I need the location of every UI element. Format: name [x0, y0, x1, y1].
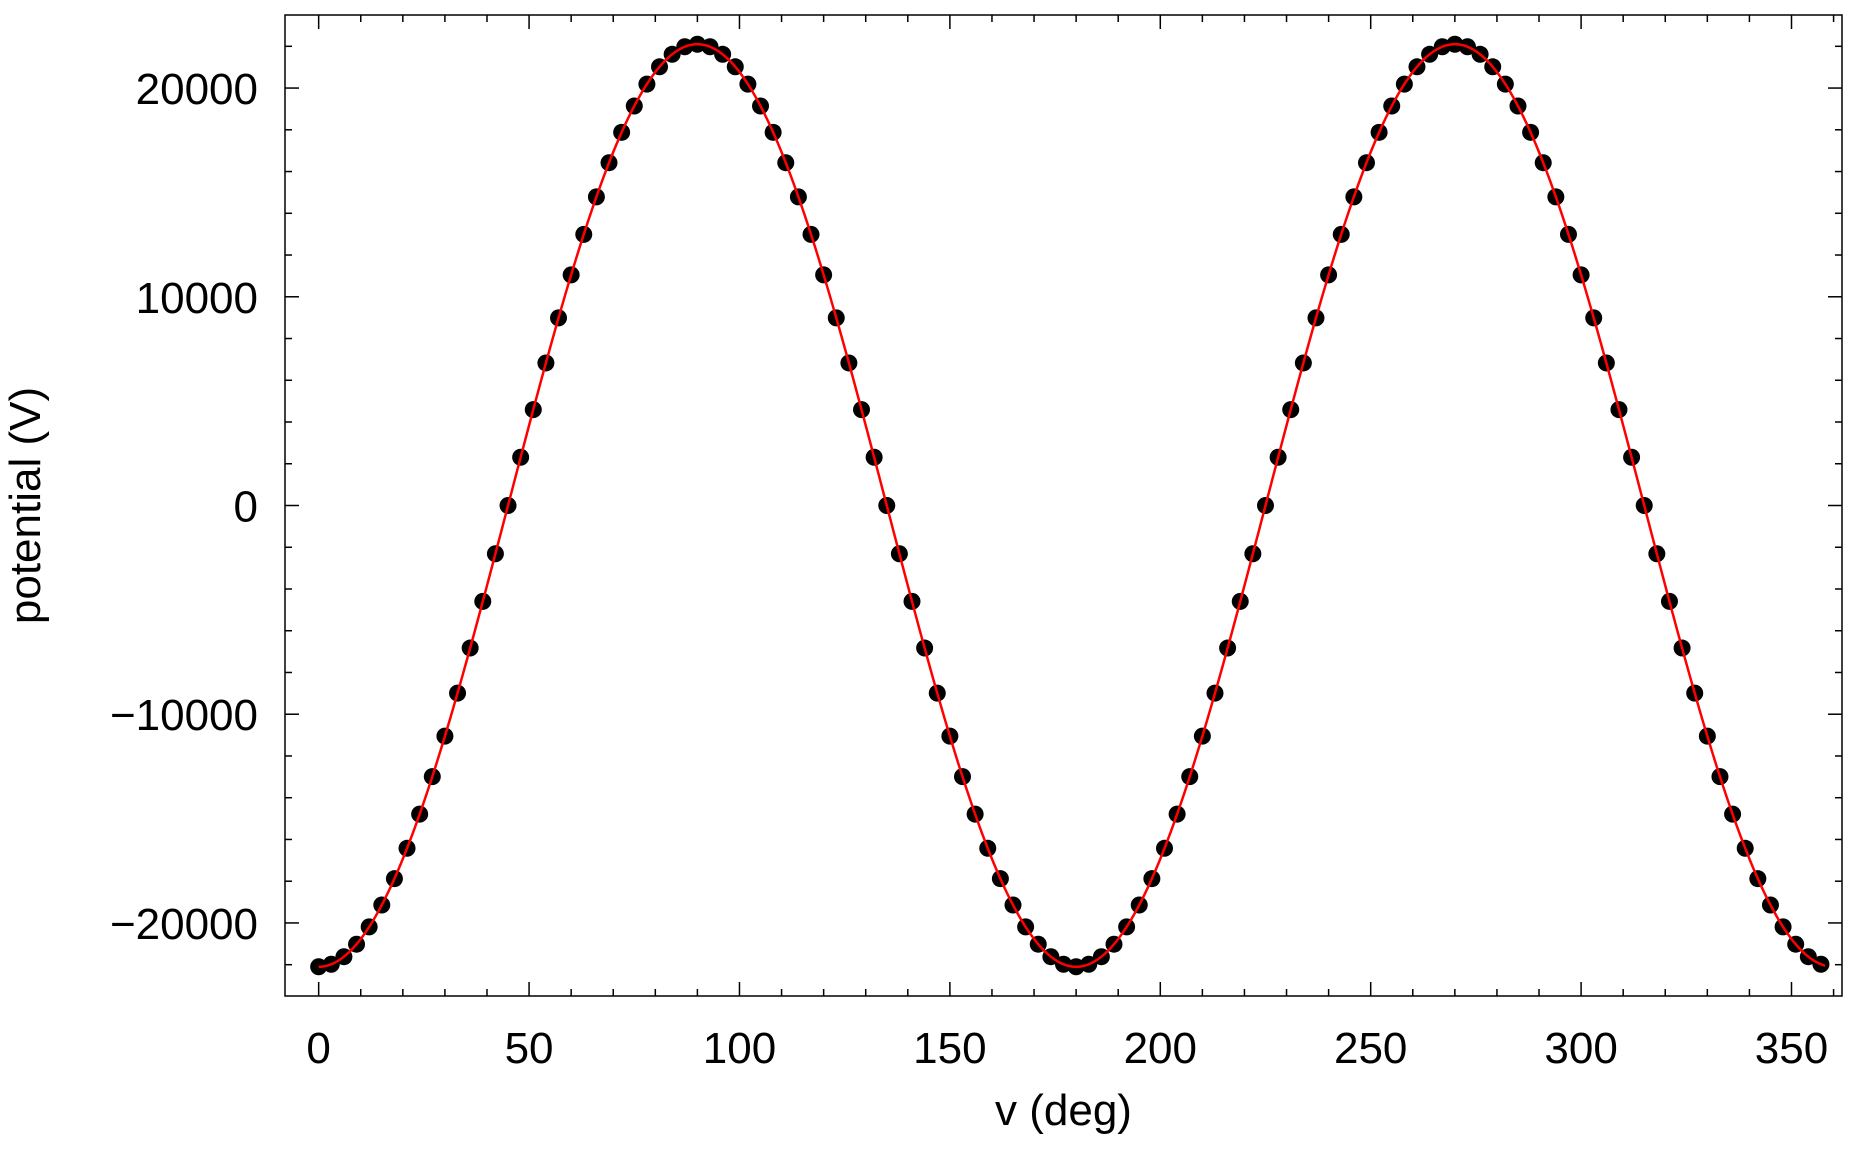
tick-labels-layer: 0 50 100 150 200 250 300 350 −20000 −10000 0 10000 2… — [110, 65, 1828, 1073]
x-tick-label: 150 — [913, 1024, 986, 1073]
y-axis-title: potential (V) — [1, 387, 50, 624]
x-tick-label: 200 — [1124, 1024, 1197, 1073]
x-tick-label: 50 — [505, 1024, 554, 1073]
x-tick-label: 250 — [1334, 1024, 1407, 1073]
fit-line — [318, 42, 1826, 969]
x-tick-label: 300 — [1544, 1024, 1617, 1073]
plot-frame — [284, 14, 1843, 997]
x-axis-title: v (deg) — [995, 1086, 1132, 1135]
data-points-layer — [310, 35, 1830, 976]
y-tick-label: −10000 — [110, 691, 258, 740]
x-tick-label: 350 — [1755, 1024, 1828, 1073]
ticks-layer — [285, 15, 1842, 996]
y-tick-label: 10000 — [136, 274, 258, 323]
x-tick-label: 0 — [306, 1024, 330, 1073]
x-tick-label: 100 — [703, 1024, 776, 1073]
y-tick-label: 20000 — [136, 65, 258, 114]
y-tick-label: −20000 — [110, 900, 258, 949]
y-tick-label: 0 — [234, 483, 258, 532]
